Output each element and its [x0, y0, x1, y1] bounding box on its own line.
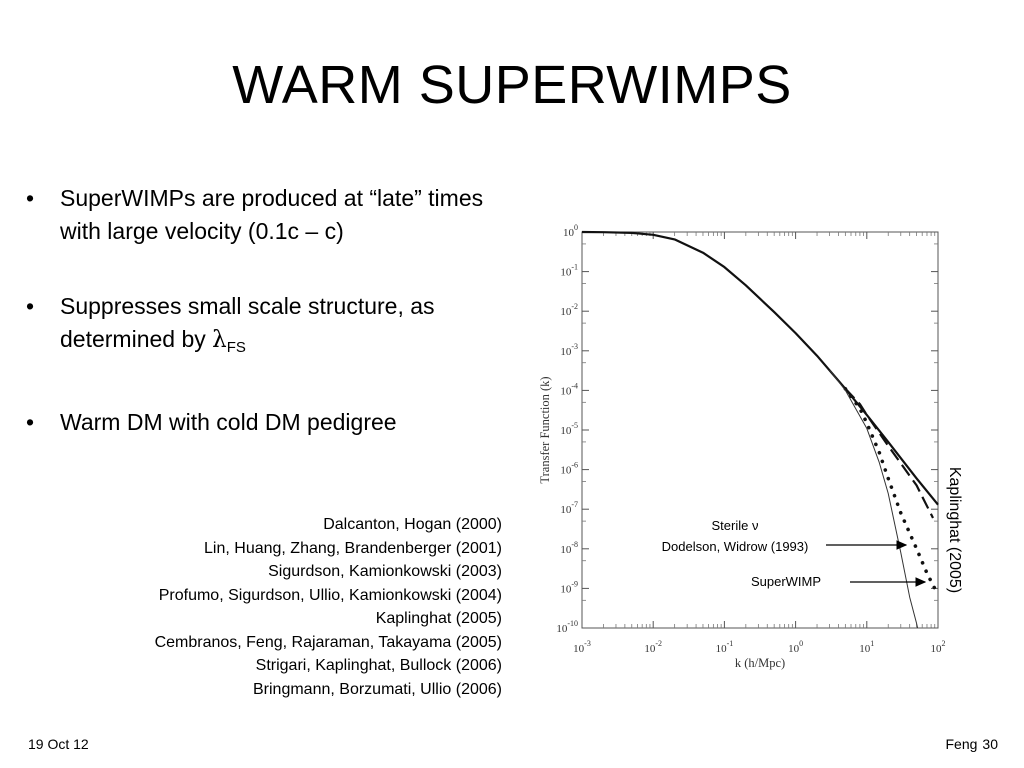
- superwimp-label: SuperWIMP: [751, 574, 821, 589]
- y-tick-label: 10-3: [560, 342, 578, 358]
- bullet-text: SuperWIMPs are produced at “late” times …: [60, 185, 484, 244]
- x-tick-label: 100: [788, 639, 803, 655]
- y-tick-label: 10-8: [560, 540, 578, 556]
- series-line-solid-thick: [581, 230, 939, 506]
- x-tick-label: 102: [931, 639, 946, 655]
- y-tick-label: 10-4: [560, 381, 578, 397]
- footer-date: 19 Oct 12: [28, 736, 89, 752]
- kaplinghat-label: Kaplinghat (2005): [946, 467, 963, 593]
- series-line-solid-thin: [829, 369, 919, 629]
- y-tick-label: 10-2: [560, 302, 578, 318]
- y-tick-label: 10-9: [560, 579, 578, 595]
- footer-page-number: 30: [982, 736, 998, 752]
- reference-item: Lin, Huang, Zhang, Brandenberger (2001): [204, 539, 502, 557]
- reference-item: Profumo, Sigurdson, Ullio, Kamionkowski …: [158, 586, 502, 604]
- bullet-list: • SuperWIMPs are produced at “late” time…: [22, 182, 522, 481]
- sterile-nu-label: Sterile ν: [712, 518, 759, 533]
- y-tick-label: 10-6: [560, 461, 578, 477]
- bullet-text: Suppresses small scale structure, as det…: [60, 293, 435, 352]
- reference-item: Kaplinghat (2005): [375, 610, 502, 627]
- x-tick-label: 10-1: [716, 639, 734, 655]
- y-tick-label: 10-10: [556, 619, 578, 635]
- transfer-function-chart: 10-3 10-2 10-1 100 101 102 100 10-1 10-2 10-3 10-4…: [538, 223, 963, 670]
- bullet-item: • SuperWIMPs are produced at “late” time…: [22, 182, 522, 248]
- lambda-symbol: λ: [212, 327, 227, 353]
- y-tick-label: 10-1: [560, 263, 578, 279]
- series-line-dotted: [843, 387, 937, 591]
- bullet-text: Warm DM with cold DM pedigree: [60, 409, 397, 435]
- bullet-item: • Suppresses small scale structure, as d…: [22, 290, 522, 364]
- reference-item: Cembranos, Feng, Rajaraman, Takayama (20…: [154, 633, 502, 651]
- y-axis-label: Transfer Function (k): [538, 376, 552, 483]
- bullet-marker: •: [26, 409, 35, 435]
- y-tick-label: 10-5: [560, 421, 578, 437]
- reference-item: Strigari, Kaplinghat, Bullock (2006): [255, 657, 502, 674]
- bullet-marker: •: [26, 293, 35, 319]
- footer-author: Feng: [945, 736, 978, 752]
- reference-item: Dalcanton, Hogan (2000): [323, 516, 502, 533]
- reference-item: Sigurdson, Kamionkowski (2003): [268, 563, 502, 580]
- bullet-marker: •: [26, 185, 35, 211]
- x-tick-label: 10-3: [573, 639, 591, 655]
- x-axis-label: k (h/Mpc): [735, 656, 785, 670]
- y-tick-label: 10-7: [560, 500, 578, 516]
- bullet-item: • Warm DM with cold DM pedigree: [22, 406, 522, 439]
- reference-item: Bringmann, Borzumati, Ullio (2006): [253, 680, 502, 698]
- footer-author-page: Feng 30: [941, 736, 999, 752]
- y-tick-label: 100: [563, 223, 578, 239]
- dodelson-widrow-label: Dodelson, Widrow (1993): [662, 539, 809, 554]
- slide-title: WARM SUPERWIMPS: [232, 55, 792, 115]
- reference-list: Dalcanton, Hogan (2000) Lin, Huang, Zhan…: [32, 513, 502, 701]
- series-line-dashed: [844, 388, 934, 519]
- x-tick-label: 101: [859, 639, 874, 655]
- plot-frame: [581, 231, 939, 629]
- lambda-subscript: FS: [226, 339, 246, 356]
- x-tick-label: 10-2: [644, 639, 662, 655]
